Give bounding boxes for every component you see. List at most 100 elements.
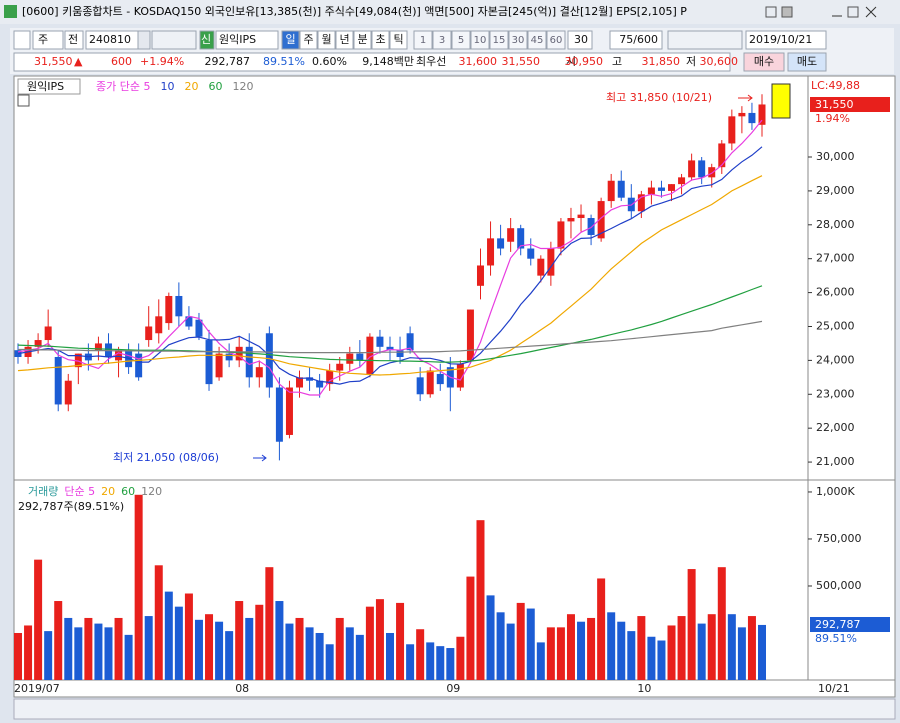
custom-input[interactable] (567, 30, 593, 50)
volume-bar (667, 625, 676, 680)
volume-bar (14, 632, 22, 680)
volume-bar (265, 567, 274, 680)
minute: 3 (439, 35, 445, 46)
minute-button[interactable] (508, 30, 528, 50)
label: ▲ (74, 55, 83, 68)
stock-name: 원익IPS (219, 33, 256, 46)
volume-bar (205, 614, 214, 680)
volume-bar (717, 567, 726, 680)
label: 주 (38, 33, 48, 46)
volume-bar (325, 644, 334, 680)
interval-button[interactable] (335, 30, 354, 50)
volume-bar (416, 629, 425, 680)
minute-button[interactable] (527, 30, 547, 50)
candle-body (617, 180, 625, 198)
sell-button[interactable] (787, 52, 827, 72)
buy-button[interactable] (743, 52, 785, 72)
legend-item: 종가 단순 5 (96, 80, 150, 93)
candle-body (44, 326, 52, 341)
window-buttons[interactable] (765, 6, 877, 18)
candle-body (678, 177, 686, 185)
y-tick-label: 25,000 (816, 319, 855, 332)
y-tick-label: 26,000 (816, 286, 855, 299)
minute: 45 (531, 35, 544, 46)
candle-body (668, 184, 676, 191)
candle-body (527, 248, 535, 259)
candle-body (456, 363, 464, 388)
tool-buttons[interactable] (667, 30, 743, 50)
volume-axis (807, 479, 896, 681)
interval-button[interactable] (389, 30, 408, 50)
candle-body (607, 180, 615, 202)
candle-body (637, 194, 645, 212)
label: 89.51% (263, 55, 305, 68)
candle-body (356, 353, 364, 361)
candle-body (195, 319, 203, 337)
y-tick-label: 750,000 (816, 532, 862, 545)
minute-button[interactable] (432, 30, 452, 50)
prev-button[interactable] (64, 30, 84, 50)
scroll-bar[interactable] (13, 698, 896, 720)
grid-icon[interactable] (17, 94, 30, 107)
volume-bar (124, 634, 133, 680)
date-field[interactable] (745, 30, 827, 50)
volume-bar (687, 569, 696, 680)
interval-button[interactable] (371, 30, 390, 50)
tool-buttons[interactable] (151, 30, 197, 50)
candle-body (54, 356, 62, 405)
volume-bar (84, 617, 93, 680)
volume-bar (355, 634, 364, 680)
candle-body (507, 228, 515, 242)
dropdown[interactable] (137, 30, 151, 50)
current-marker (771, 83, 791, 119)
interval-button[interactable] (353, 30, 372, 50)
legend-name-box (17, 78, 81, 95)
volume-bar (164, 591, 173, 680)
candle-body (376, 336, 384, 347)
label: 31,550 (34, 55, 73, 68)
volume-bar (245, 617, 254, 680)
candle-body (698, 160, 706, 178)
interval-button[interactable] (317, 30, 336, 50)
interval: 주 (303, 33, 313, 46)
period-select[interactable] (32, 30, 64, 50)
app-icon (4, 5, 17, 18)
volume-bar (697, 623, 706, 680)
price-label: 31,550 (815, 98, 854, 111)
candle-body (728, 116, 736, 144)
button[interactable] (765, 6, 777, 18)
minute-button[interactable] (413, 30, 433, 50)
volume-bar (396, 602, 405, 680)
y-tick-label: 29,000 (816, 184, 855, 197)
candle-body (215, 353, 223, 378)
minute-button[interactable] (451, 30, 471, 50)
volume-bar (446, 648, 455, 680)
candle-body (557, 221, 565, 249)
count-field[interactable] (609, 30, 663, 50)
minute-button[interactable] (546, 30, 566, 50)
candle-body (688, 160, 696, 178)
label: 매도 (797, 55, 817, 68)
minute-button[interactable] (489, 30, 509, 50)
candle-body (336, 363, 344, 371)
volume-bar (486, 595, 495, 680)
interval-button[interactable] (299, 30, 318, 50)
volume-bar (345, 627, 354, 680)
title-bar (0, 0, 900, 24)
volume-bar (305, 627, 314, 680)
interval: 년 (339, 33, 349, 46)
maximize[interactable] (847, 6, 859, 18)
moving-average (17, 175, 763, 376)
minute-button[interactable] (470, 30, 490, 50)
close[interactable] (865, 6, 877, 18)
label: +1.94% (140, 55, 184, 68)
menu-button[interactable] (13, 30, 31, 50)
name-field[interactable] (215, 30, 279, 50)
candle-body (426, 370, 434, 395)
volume-bar (74, 627, 83, 680)
candle-body (306, 377, 314, 381)
button[interactable] (781, 6, 793, 18)
interval-button[interactable] (281, 30, 300, 50)
candle-body (587, 218, 595, 235)
volume-bar (365, 606, 374, 680)
